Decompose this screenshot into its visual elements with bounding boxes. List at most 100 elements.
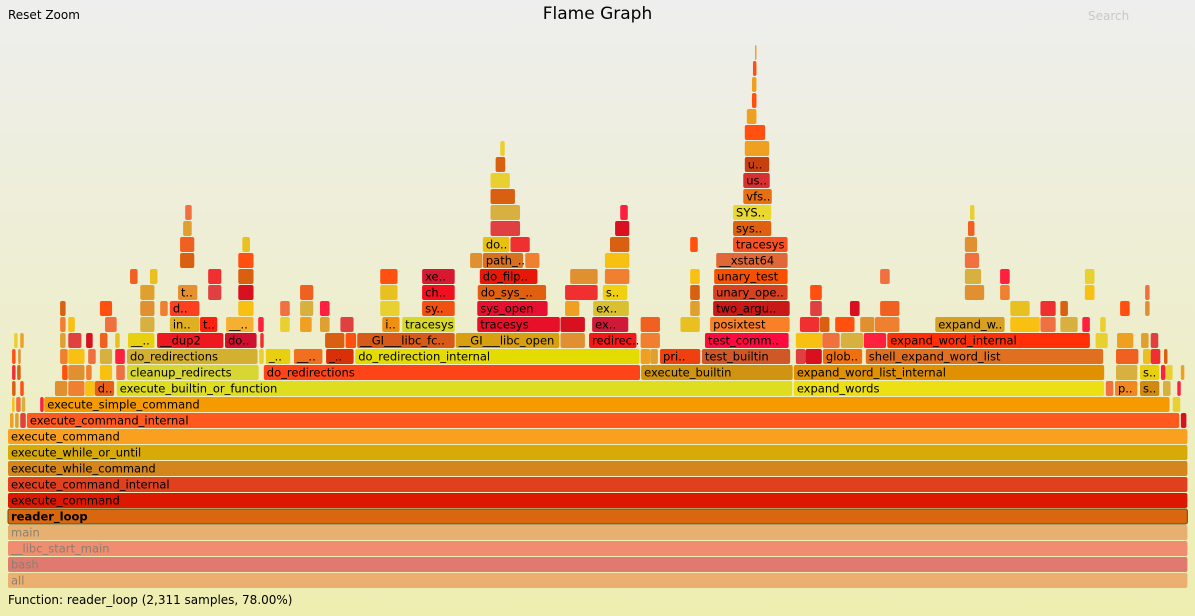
frame-all[interactable]: all (8, 573, 1188, 588)
frame-execute-builtin-or-function[interactable]: execute_builtin_or_function (116, 381, 793, 396)
frame-bar[interactable] (744, 125, 766, 140)
frame-bar[interactable] (1100, 317, 1106, 332)
frame[interactable] (242, 237, 250, 252)
frame[interactable] (680, 317, 700, 332)
frame[interactable] (1000, 285, 1010, 300)
frame-bar[interactable] (482, 253, 524, 268)
frame-bar[interactable] (380, 269, 398, 284)
frame[interactable] (238, 301, 254, 316)
frame-bar[interactable] (169, 317, 200, 332)
frame[interactable] (18, 349, 21, 364)
frame-bar[interactable] (805, 349, 822, 364)
frame-test-builtin[interactable]: test_builtin (701, 349, 791, 364)
frame-bar[interactable] (20, 333, 24, 348)
frame-bar[interactable] (969, 205, 975, 220)
frame-do-redirection-internal[interactable]: do_redirection_internal (355, 349, 640, 364)
frame-bar[interactable] (490, 173, 510, 188)
frame[interactable] (640, 333, 660, 348)
frame[interactable] (260, 333, 264, 348)
frame-do-sys[interactable]: do_sys_.. (477, 285, 547, 300)
frame-bar[interactable] (1177, 381, 1181, 396)
frame-bar[interactable] (259, 349, 264, 364)
frame[interactable] (490, 189, 515, 204)
frame[interactable] (510, 237, 530, 252)
frame[interactable] (849, 301, 860, 316)
frame[interactable] (1180, 365, 1185, 380)
frame-expand-word-internal[interactable]: expand_word_internal (887, 333, 1090, 348)
frame-bar[interactable] (180, 253, 195, 268)
frame-do-filp[interactable]: do_filp.. (479, 269, 538, 284)
frame[interactable] (751, 77, 757, 92)
frame[interactable] (208, 285, 222, 300)
frame[interactable] (795, 349, 806, 364)
frame-bar[interactable] (169, 301, 200, 316)
frame-bar[interactable] (477, 301, 548, 316)
frame-bar[interactable] (1095, 333, 1108, 348)
frame-bar[interactable] (8, 525, 1188, 540)
frame-redirec[interactable]: redirec.. (589, 333, 639, 348)
frame-bar[interactable] (16, 397, 21, 412)
frame-execute-builtin[interactable]: execute_builtin (641, 365, 793, 380)
frame-dup2[interactable]: __dup2 (157, 333, 224, 348)
frame-bar[interactable] (116, 381, 793, 396)
frame-bar[interactable] (746, 109, 757, 124)
frame-bar[interactable] (68, 365, 85, 380)
frame[interactable] (180, 237, 195, 252)
frame-bar[interactable] (130, 269, 138, 284)
frame[interactable] (604, 253, 630, 268)
frame[interactable] (238, 285, 254, 300)
frame-bar[interactable] (716, 253, 788, 268)
frame-bar[interactable] (710, 317, 790, 332)
frame-bar[interactable] (140, 285, 155, 300)
frame[interactable] (115, 349, 125, 364)
frame-[interactable]: _.. (265, 349, 291, 364)
frame[interactable] (380, 301, 400, 316)
frame-bar[interactable] (382, 317, 400, 332)
frame-bar[interactable] (380, 285, 398, 300)
frame-execute-command-internal[interactable]: execute_command_internal (26, 413, 1180, 428)
frame[interactable] (88, 349, 96, 364)
frame-execute-command-internal[interactable]: execute_command_internal (8, 477, 1188, 492)
frame[interactable] (238, 253, 254, 268)
frame-bar[interactable] (1160, 365, 1166, 380)
frame[interactable] (1100, 317, 1106, 332)
frame-bar[interactable] (525, 253, 540, 268)
frame[interactable] (140, 285, 155, 300)
frame[interactable] (1116, 349, 1139, 364)
frame-bar[interactable] (1150, 333, 1159, 348)
frame-bar[interactable] (1140, 365, 1160, 380)
search-button[interactable]: Search (1088, 9, 1130, 23)
frame-bar[interactable] (21, 397, 26, 412)
frame-t[interactable]: t.. (199, 317, 218, 332)
frame-bar[interactable] (99, 365, 113, 380)
frame-bar[interactable] (300, 285, 314, 300)
frame-bar[interactable] (20, 381, 24, 396)
frame-bar[interactable] (88, 349, 96, 364)
frame-bar[interactable] (242, 237, 250, 252)
frame[interactable] (68, 365, 85, 380)
frame-bar[interactable] (340, 317, 354, 332)
frame-bar[interactable] (12, 365, 16, 380)
frame[interactable] (1082, 317, 1090, 332)
frame-bar[interactable] (12, 397, 15, 412)
frame-expand-word-list-internal[interactable]: expand_word_list_internal (793, 365, 1105, 380)
frame[interactable] (12, 365, 16, 380)
frame[interactable] (68, 381, 85, 396)
frame-bar[interactable] (964, 237, 978, 252)
frame-main[interactable]: main (8, 525, 1188, 540)
frame-bar[interactable] (967, 221, 975, 236)
frame-bar[interactable] (964, 269, 982, 284)
frame-in[interactable]: in.. (169, 317, 200, 332)
frame-s[interactable]: s.. (1140, 365, 1160, 380)
frame-bar[interactable] (319, 301, 330, 316)
frame-bar[interactable] (17, 365, 21, 380)
frame[interactable] (380, 269, 398, 284)
frame[interactable] (12, 381, 16, 396)
frame-bar[interactable] (178, 285, 198, 300)
frame-bar[interactable] (157, 333, 224, 348)
frame-bar[interactable] (744, 141, 770, 156)
frame[interactable] (1040, 301, 1056, 316)
frame[interactable] (160, 301, 168, 316)
frame-bar[interactable] (490, 189, 515, 204)
frame-bar[interactable] (68, 381, 85, 396)
